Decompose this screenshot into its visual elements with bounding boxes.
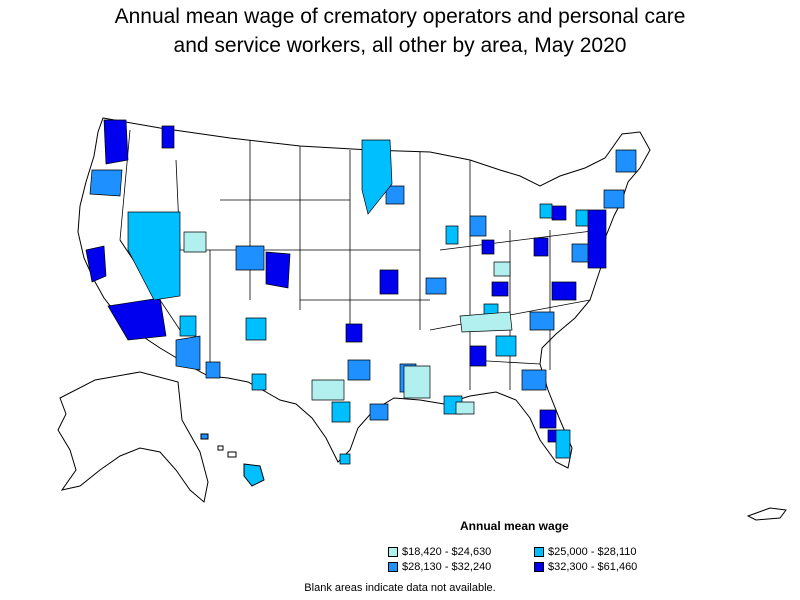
map-title: Annual mean wage of crematory operators … xyxy=(0,2,800,60)
legend-swatch-1 xyxy=(388,547,398,557)
legend-swatch-4 xyxy=(534,562,544,572)
legend-item-3: $28,130 - $32,240 xyxy=(388,561,491,573)
legend-item-1: $18,420 - $24,630 xyxy=(388,546,491,558)
legend-label-1: $18,420 - $24,630 xyxy=(402,546,492,558)
legend-item-2: $25,000 - $28,110 xyxy=(534,546,636,558)
legend-label-3: $28,130 - $32,240 xyxy=(402,561,492,573)
wage-areas xyxy=(85,119,637,465)
legend-label-4: $32,300 - $61,460 xyxy=(548,561,638,573)
map-title-line-2: and service workers, all other by area, … xyxy=(173,34,627,57)
map-title-line-1: Annual mean wage of crematory operators … xyxy=(114,5,686,28)
legend-swatch-3 xyxy=(388,562,398,572)
legend-title: Annual mean wage xyxy=(460,519,569,533)
blank-areas-note: Blank areas indicate data not available. xyxy=(304,582,496,594)
legend-swatch-2 xyxy=(534,547,544,557)
contiguous-us-outline xyxy=(77,117,651,469)
legend-label-2: $25,000 - $28,110 xyxy=(548,546,637,558)
hawaii-islands xyxy=(200,433,265,487)
legend-item-4: $32,300 - $61,460 xyxy=(534,561,637,573)
puerto-rico-outline xyxy=(746,507,787,521)
alaska-outline xyxy=(57,371,209,503)
